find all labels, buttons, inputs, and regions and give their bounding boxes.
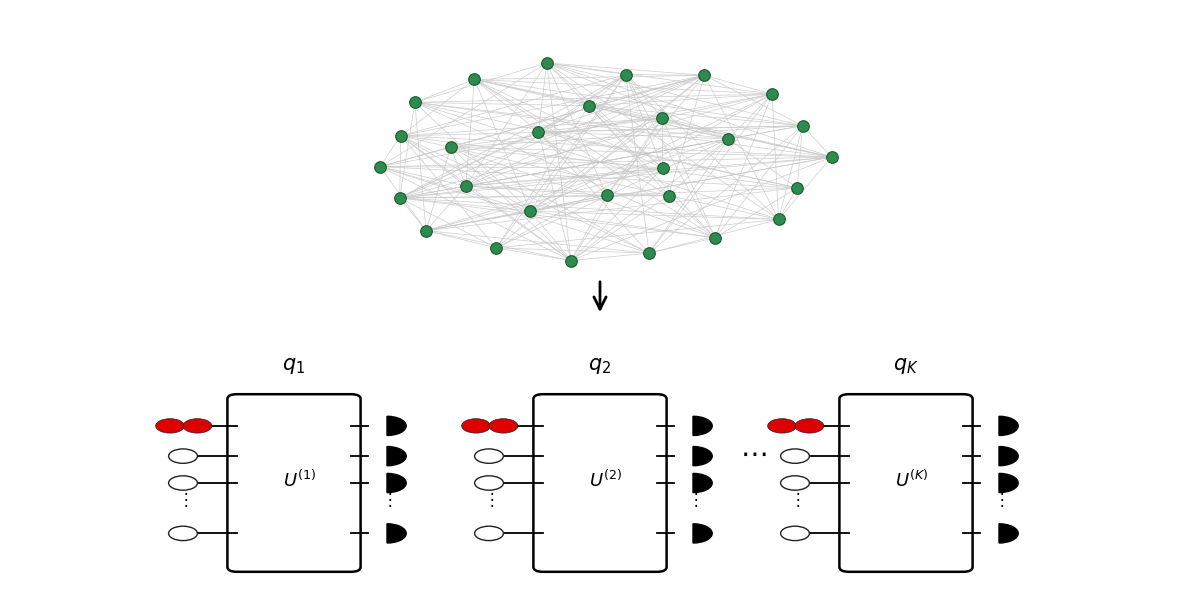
FancyBboxPatch shape (840, 394, 973, 572)
Point (538, 58, 557, 68)
Circle shape (184, 419, 212, 433)
Point (406, 98, 425, 107)
Point (487, 243, 506, 253)
Wedge shape (386, 446, 407, 466)
Circle shape (462, 419, 491, 433)
Circle shape (781, 526, 810, 541)
Wedge shape (694, 446, 713, 466)
Wedge shape (998, 416, 1019, 436)
Text: $\vdots$: $\vdots$ (688, 490, 698, 509)
FancyBboxPatch shape (228, 394, 360, 572)
Circle shape (475, 526, 504, 541)
FancyBboxPatch shape (533, 394, 667, 572)
Point (521, 206, 540, 216)
Text: $\vdots$: $\vdots$ (382, 490, 392, 509)
Circle shape (490, 419, 518, 433)
Wedge shape (694, 524, 713, 543)
Point (442, 142, 461, 152)
Wedge shape (694, 473, 713, 493)
Point (762, 89, 781, 99)
Point (580, 101, 599, 110)
Point (529, 127, 548, 137)
Point (719, 134, 738, 144)
Point (653, 113, 672, 123)
Text: $U^{(2)}$: $U^{(2)}$ (589, 469, 623, 491)
Point (653, 163, 672, 173)
Wedge shape (386, 473, 407, 493)
Circle shape (781, 476, 810, 490)
Circle shape (475, 449, 504, 463)
Wedge shape (386, 416, 407, 436)
Text: $U^{(K)}$: $U^{(K)}$ (895, 469, 929, 491)
Text: $\vdots$: $\vdots$ (994, 490, 1004, 509)
Point (371, 162, 390, 172)
Point (464, 74, 484, 84)
Point (456, 181, 475, 191)
Point (822, 152, 841, 162)
Text: $q_1$: $q_1$ (282, 356, 306, 376)
Point (390, 193, 409, 203)
Circle shape (768, 419, 797, 433)
Point (769, 215, 788, 224)
Point (416, 226, 436, 235)
Circle shape (169, 526, 198, 541)
Circle shape (796, 419, 823, 433)
Point (640, 248, 659, 258)
Point (793, 121, 812, 131)
Point (706, 233, 725, 242)
Point (787, 183, 806, 193)
Point (391, 131, 410, 140)
Circle shape (781, 449, 810, 463)
Circle shape (475, 476, 504, 490)
Point (598, 191, 617, 200)
Text: $\vdots$: $\vdots$ (790, 490, 800, 509)
Text: $q_K$: $q_K$ (893, 356, 919, 376)
Wedge shape (998, 473, 1019, 493)
Wedge shape (386, 524, 407, 543)
Point (562, 256, 581, 265)
Text: $U^{(1)}$: $U^{(1)}$ (283, 469, 317, 491)
Circle shape (169, 476, 198, 490)
Point (659, 191, 678, 200)
Text: $\cdots$: $\cdots$ (739, 440, 767, 469)
Text: $\vdots$: $\vdots$ (178, 490, 188, 509)
Wedge shape (998, 446, 1019, 466)
Point (616, 70, 635, 79)
Text: $q_2$: $q_2$ (588, 356, 612, 376)
Text: $\vdots$: $\vdots$ (484, 490, 494, 509)
Wedge shape (998, 524, 1019, 543)
Circle shape (156, 419, 185, 433)
Circle shape (169, 449, 198, 463)
Point (695, 71, 714, 80)
Wedge shape (694, 416, 713, 436)
